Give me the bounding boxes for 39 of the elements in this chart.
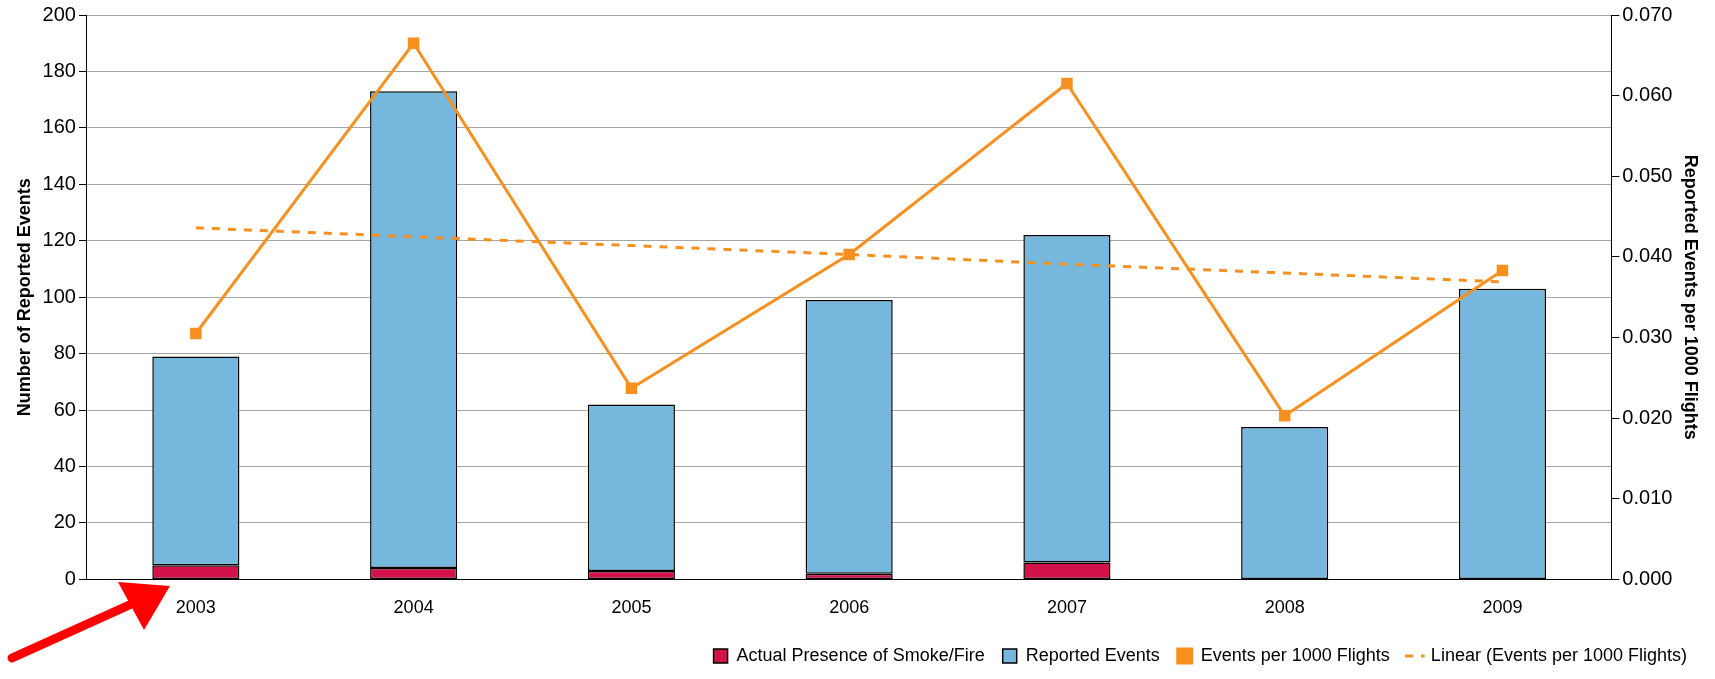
legend-label: Events per 1000 Flights bbox=[1200, 644, 1390, 665]
y-tick-label: 80 bbox=[53, 341, 76, 364]
x-tick-label: 2008 bbox=[1264, 597, 1305, 618]
point bbox=[843, 248, 855, 261]
y2-tick-label: 0.010 bbox=[1622, 486, 1673, 509]
y-tick-label: 180 bbox=[42, 58, 76, 81]
point bbox=[1278, 409, 1291, 422]
y2-tick-label: 0.070 bbox=[1622, 2, 1673, 25]
point bbox=[625, 382, 638, 395]
y2-tick-label: 0.030 bbox=[1622, 325, 1673, 348]
y2-tick-label: 0.060 bbox=[1622, 83, 1673, 106]
y2-tick-label: 0.000 bbox=[1622, 566, 1673, 589]
y-axis-title: Number of Reported Events bbox=[13, 178, 34, 417]
y-tick-label: 120 bbox=[42, 228, 76, 251]
point bbox=[190, 327, 202, 340]
y-tick-label: 60 bbox=[53, 397, 76, 420]
y-tick-label: 40 bbox=[53, 454, 76, 477]
y-tick-label: 100 bbox=[42, 284, 76, 307]
legend-label: Actual Presence of Smoke/Fire bbox=[736, 644, 985, 665]
y2-tick-label: 0.040 bbox=[1622, 244, 1673, 267]
x-tick-label: 2003 bbox=[175, 597, 216, 618]
legend-label: Linear (Events per 1000 Flights) bbox=[1430, 644, 1688, 665]
y-tick-label: 200 bbox=[42, 2, 76, 25]
y2-axis-title: Reported Events per 1000 Flights bbox=[1681, 154, 1702, 440]
y-tick-label: 160 bbox=[42, 115, 76, 138]
y-tick-label: 20 bbox=[53, 510, 76, 533]
point bbox=[407, 37, 420, 49]
x-tick-label: 2004 bbox=[393, 597, 434, 618]
x-tick-label: 2006 bbox=[829, 597, 870, 618]
y2-tick-label: 0.020 bbox=[1622, 405, 1673, 428]
legend-label: Reported Events bbox=[1025, 644, 1160, 665]
x-tick-label: 2005 bbox=[611, 597, 652, 618]
y-tick-label: 0 bbox=[64, 566, 76, 589]
x-tick-label: 2007 bbox=[1046, 597, 1087, 618]
y-tick-label: 140 bbox=[42, 171, 76, 194]
point bbox=[1496, 264, 1509, 277]
y2-tick-label: 0.050 bbox=[1622, 163, 1673, 186]
point bbox=[1061, 77, 1073, 90]
x-tick-label: 2009 bbox=[1482, 597, 1523, 618]
